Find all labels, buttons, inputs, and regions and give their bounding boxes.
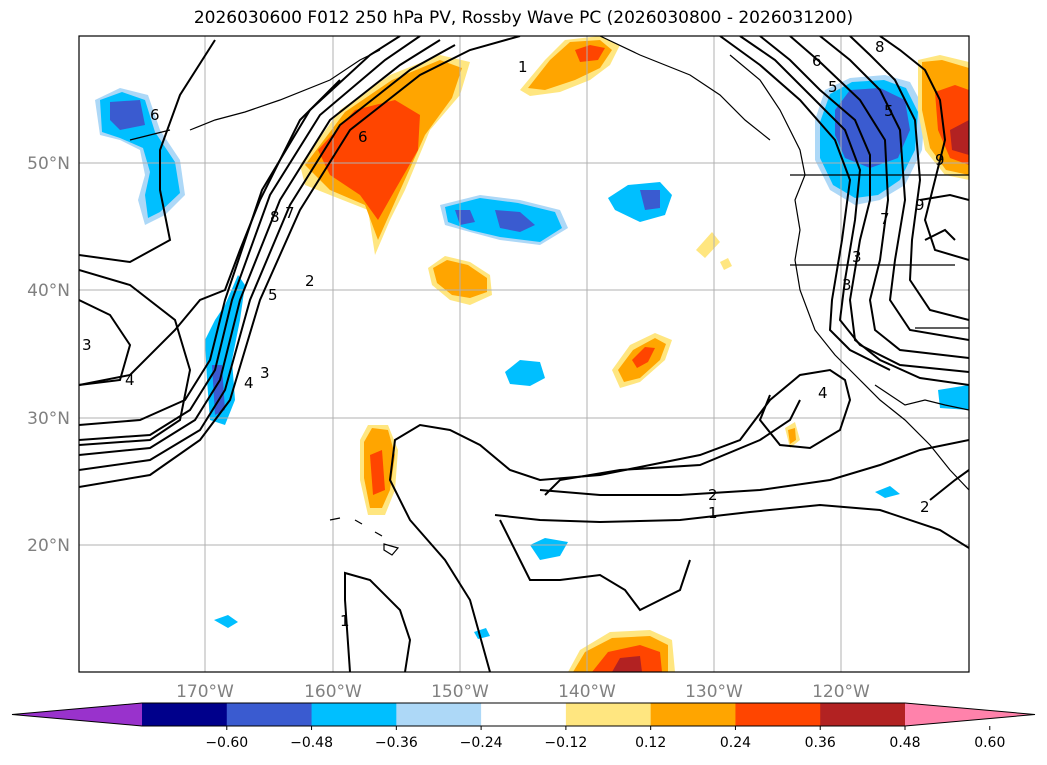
colorbar-segment (311, 703, 397, 726)
map-title: 2026030600 F012 250 hPa PV, Rossby Wave … (193, 8, 854, 28)
longitude-label: 150°W (431, 682, 489, 702)
positive-anomaly-blob (318, 100, 420, 220)
contour-label: 3 (852, 248, 862, 266)
latitude-label: 50°N (27, 154, 70, 174)
latitude-label: 40°N (27, 281, 70, 301)
colorbar-tick-label: −0.36 (375, 735, 418, 751)
contour-label: 3 (260, 364, 270, 382)
colorbar-segment (565, 703, 652, 726)
positive-anomaly-blob (632, 347, 655, 368)
positive-anomaly-blob (612, 656, 642, 672)
contour-label: 9 (915, 196, 925, 214)
contour-label: 1 (708, 504, 718, 522)
colorbar-tick-label: 0.60 (974, 735, 1005, 751)
contour-label: 4 (818, 384, 828, 402)
contour-label: 2 (305, 272, 315, 290)
map-border (78, 35, 970, 673)
contour-label: 1 (340, 612, 350, 630)
contour-label: 6 (150, 106, 160, 124)
negative-anomaly-blob (505, 360, 545, 386)
contour-label: 7 (880, 210, 890, 228)
longitude-label: 140°W (558, 682, 616, 702)
colorbar-tick-label: −0.24 (460, 735, 503, 751)
negative-anomaly-blob (214, 615, 238, 628)
negative-anomaly-blob (110, 100, 145, 130)
colorbar-outline (11, 702, 1036, 727)
positive-anomaly-blob (788, 428, 796, 444)
negative-anomaly-blob (835, 88, 910, 168)
colorbar-segment (735, 703, 821, 726)
longitude-label: 120°W (812, 682, 870, 702)
contour-label: 5 (268, 286, 278, 304)
contour-label: 8 (270, 208, 280, 226)
pv-contours (79, 36, 969, 672)
positive-anomaly-blob (950, 120, 969, 155)
negative-anomaly-blob (938, 385, 969, 410)
colorbar-extend-high (905, 703, 1035, 726)
contour-label: 5 (884, 102, 894, 120)
contour-label: 6 (812, 52, 822, 70)
contour-label: 8 (875, 38, 885, 56)
longitude-axis: 170°W 160°W 150°W 140°W 130°W 120°W (176, 682, 870, 702)
colorbar-tick-label: 0.36 (805, 735, 836, 751)
contour-label: 5 (828, 78, 838, 96)
latitude-axis: 50°N 40°N 30°N 20°N (27, 154, 70, 556)
colorbar-extend-low (12, 703, 142, 726)
negative-anomaly-blob (495, 210, 535, 232)
contour-label: 7 (285, 204, 295, 222)
colorbar-segment (481, 703, 567, 726)
colorbar-segment (396, 703, 482, 726)
contour-label: 4 (125, 371, 135, 389)
coastlines (129, 36, 969, 556)
negative-anomaly-blob (640, 190, 660, 210)
positive-anomaly-blob (370, 450, 385, 495)
latitude-label: 30°N (27, 409, 70, 429)
contour-label: 2 (920, 498, 930, 516)
colorbar-tick-label: 0.24 (720, 735, 751, 751)
positive-anomaly-blob (720, 258, 732, 270)
longitude-label: 160°W (304, 682, 362, 702)
colorbar-tick-label: 0.12 (635, 735, 666, 751)
contour-labels: 6 8 7 4 3 5 2 1 4 3 2 1 3 4 6 9 8 7 5 9 … (82, 38, 945, 630)
colorbar-tick-label: −0.12 (544, 735, 587, 751)
negative-anomaly-blob (875, 486, 900, 498)
colorbar-segment (142, 703, 228, 726)
colorbar-segment (226, 703, 313, 726)
negative-anomaly-blob (530, 538, 568, 560)
contour-label: 4 (244, 374, 254, 392)
colorbar-tick-label: 0.48 (889, 735, 920, 751)
contour-label: 1 (518, 58, 528, 76)
colorbar-tick-label: −0.48 (290, 735, 333, 751)
colorbar-tick-label: −0.60 (205, 735, 248, 751)
negative-anomaly-blob (212, 365, 225, 415)
longitude-label: 170°W (176, 682, 234, 702)
contour-label: 6 (358, 128, 368, 146)
contour-label: 3 (842, 276, 852, 294)
contour-label: 2 (708, 486, 718, 504)
contour-label: 9 (935, 151, 945, 169)
map-gridlines (79, 36, 969, 672)
latitude-label: 20°N (27, 536, 70, 556)
longitude-label: 130°W (685, 682, 743, 702)
colorbar-segment (820, 703, 906, 726)
positive-anomaly-blob (575, 45, 605, 62)
colorbar: −0.60 −0.48 −0.36 −0.24 −0.12 0.12 0.24 0.36 0.4… (11, 702, 1036, 751)
colorbar-segment (650, 703, 736, 726)
contour-label: 3 (82, 336, 92, 354)
